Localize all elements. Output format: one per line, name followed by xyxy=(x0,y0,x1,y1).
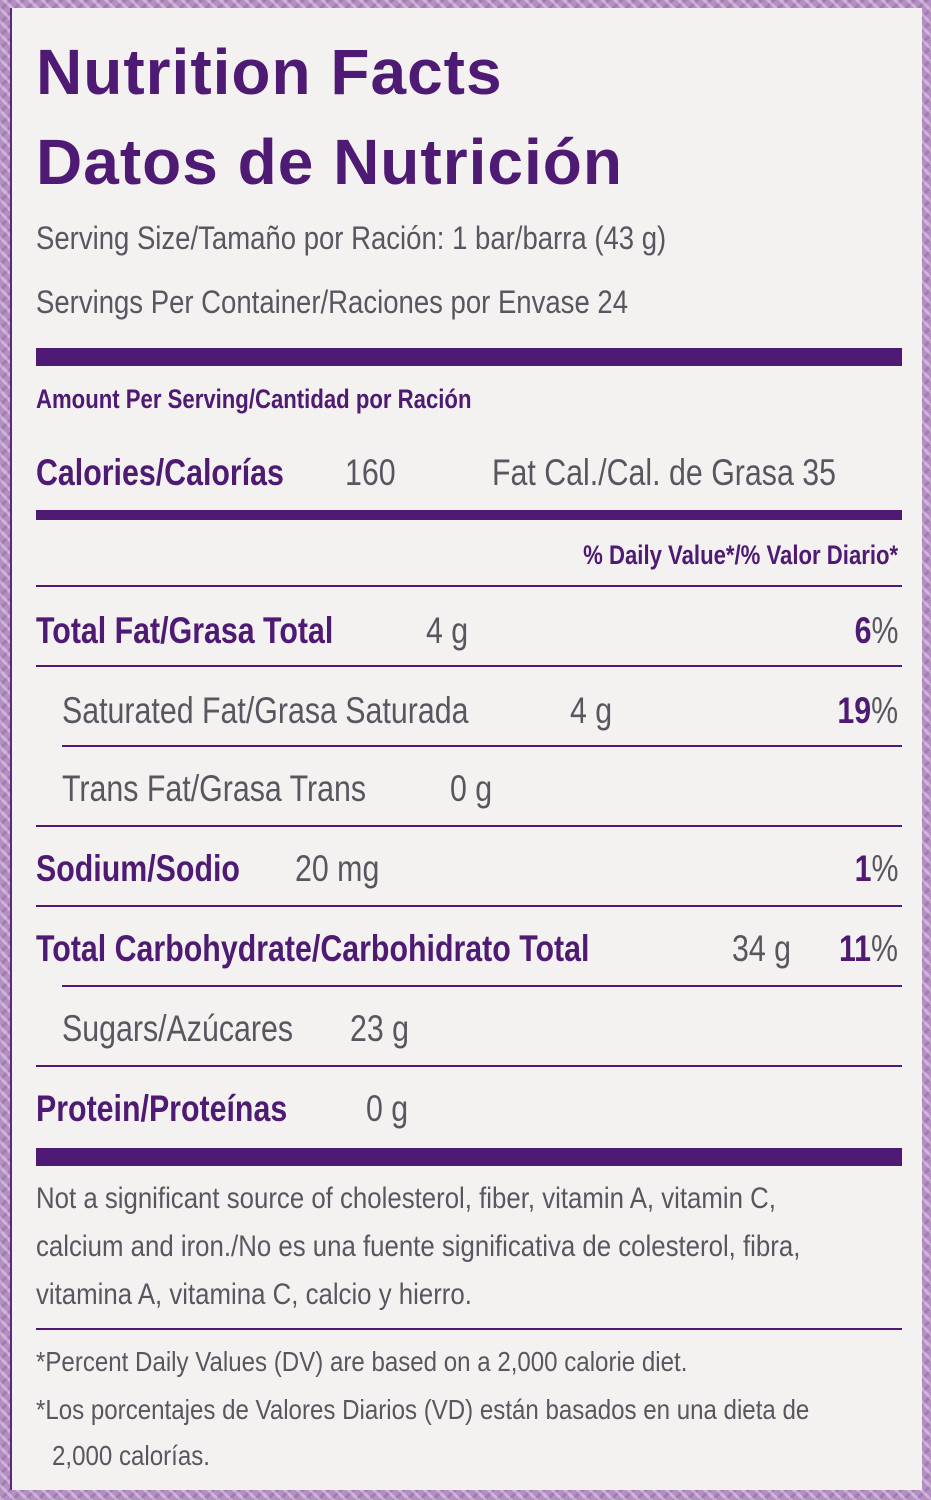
divider xyxy=(36,1065,902,1067)
sugars-label: Sugars/Azúcares xyxy=(62,1008,294,1049)
not-significant-line-1: Not a significant source of cholesterol,… xyxy=(36,1182,776,1215)
divider xyxy=(36,825,902,827)
saturated-fat-amount: 4 g xyxy=(570,690,613,731)
thick-divider-top xyxy=(36,348,902,366)
daily-value-header: % Daily Value*/% Valor Diario* xyxy=(582,540,898,570)
protein-amount: 0 g xyxy=(366,1088,409,1129)
total-carbohydrate-percent: 11% xyxy=(838,928,898,969)
title-english: Nutrition Facts xyxy=(36,36,503,108)
not-significant-line-2: calcium and iron./No es una fuente signi… xyxy=(36,1230,801,1263)
protein-label: Protein/Proteínas xyxy=(36,1088,288,1129)
divider xyxy=(62,985,902,987)
sodium-amount: 20 mg xyxy=(295,848,380,889)
footnote-spanish-line-1: *Los porcentajes de Valores Diarios (VD)… xyxy=(36,1394,810,1425)
servings-per-container: Servings Per Container/Raciones por Enva… xyxy=(36,284,629,320)
divider xyxy=(36,1328,902,1330)
divider xyxy=(36,905,902,907)
trans-fat-label: Trans Fat/Grasa Trans xyxy=(62,768,367,809)
nutrition-facts-panel: Nutrition Facts Datos de Nutrición Servi… xyxy=(10,8,922,1490)
fat-calories: Fat Cal./Cal. de Grasa 35 xyxy=(492,452,837,493)
total-fat-percent: 6% xyxy=(854,610,898,651)
amount-per-serving-header: Amount Per Serving/Cantidad por Ración xyxy=(36,384,472,414)
total-carbohydrate-label: Total Carbohydrate/Carbohidrato Total xyxy=(36,928,590,969)
total-carbohydrate-amount: 34 g xyxy=(732,928,792,969)
total-fat-label: Total Fat/Grasa Total xyxy=(36,610,334,651)
footnote-spanish-line-2: 2,000 calorías. xyxy=(52,1440,210,1471)
divider xyxy=(36,585,902,587)
sodium-label: Sodium/Sodio xyxy=(36,848,240,889)
not-significant-line-3: vitamina A, vitamina C, calcio y hierro. xyxy=(36,1278,472,1311)
calories-value: 160 xyxy=(345,452,396,493)
sugars-amount: 23 g xyxy=(350,1008,410,1049)
title-spanish: Datos de Nutrición xyxy=(36,126,623,198)
medium-divider xyxy=(36,510,902,520)
saturated-fat-label: Saturated Fat/Grasa Saturada xyxy=(62,690,469,731)
saturated-fat-percent: 19% xyxy=(837,690,898,731)
divider xyxy=(62,745,902,747)
serving-size: Serving Size/Tamaño por Ración: 1 bar/ba… xyxy=(36,220,667,256)
calories-label: Calories/Calorías xyxy=(36,452,284,493)
trans-fat-amount: 0 g xyxy=(450,768,493,809)
total-fat-amount: 4 g xyxy=(426,610,469,651)
divider xyxy=(36,665,902,667)
sodium-percent: 1% xyxy=(854,848,898,889)
thick-divider-bottom xyxy=(36,1148,902,1166)
footnote-english: *Percent Daily Values (DV) are based on … xyxy=(36,1346,688,1377)
